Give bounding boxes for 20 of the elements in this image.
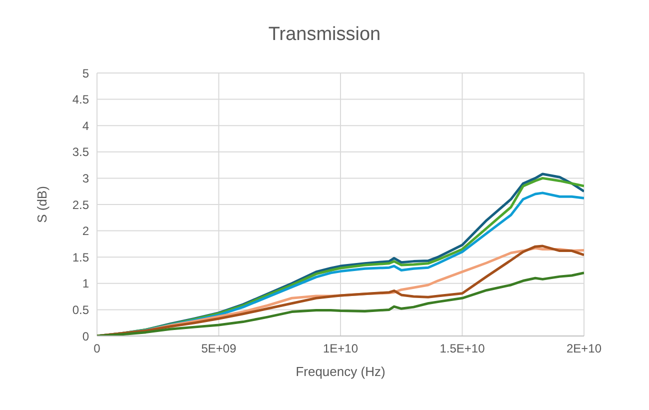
y-tick-label: 4 [82,118,90,133]
y-axis-title: S (dB) [34,186,50,223]
x-tick-label: 1.5E+10 [440,342,486,356]
line-series [97,272,584,336]
y-tick-label: 3 [82,171,90,186]
y-tick-label: 1.5 [72,250,90,264]
x-tick-label: 2E+10 [566,342,602,356]
y-tick-label: 0.5 [72,302,90,317]
y-tick-label: 2 [82,224,90,238]
x-axis-title: Frequency (Hz) [296,364,386,379]
x-tick-label: 1E+10 [322,342,358,356]
y-tick-label: 0 [82,329,90,344]
x-tick-label: 5E+09 [201,342,237,356]
y-tick-label: 2.5 [72,198,90,212]
y-tick-label: 5 [82,66,90,80]
y-tick-label: 3.5 [72,145,90,160]
y-tick-label: 1 [82,276,90,291]
y-tick-label: 4.5 [72,92,90,107]
chart-title: Transmission [267,24,382,46]
x-tick-label: 0 [94,342,101,356]
